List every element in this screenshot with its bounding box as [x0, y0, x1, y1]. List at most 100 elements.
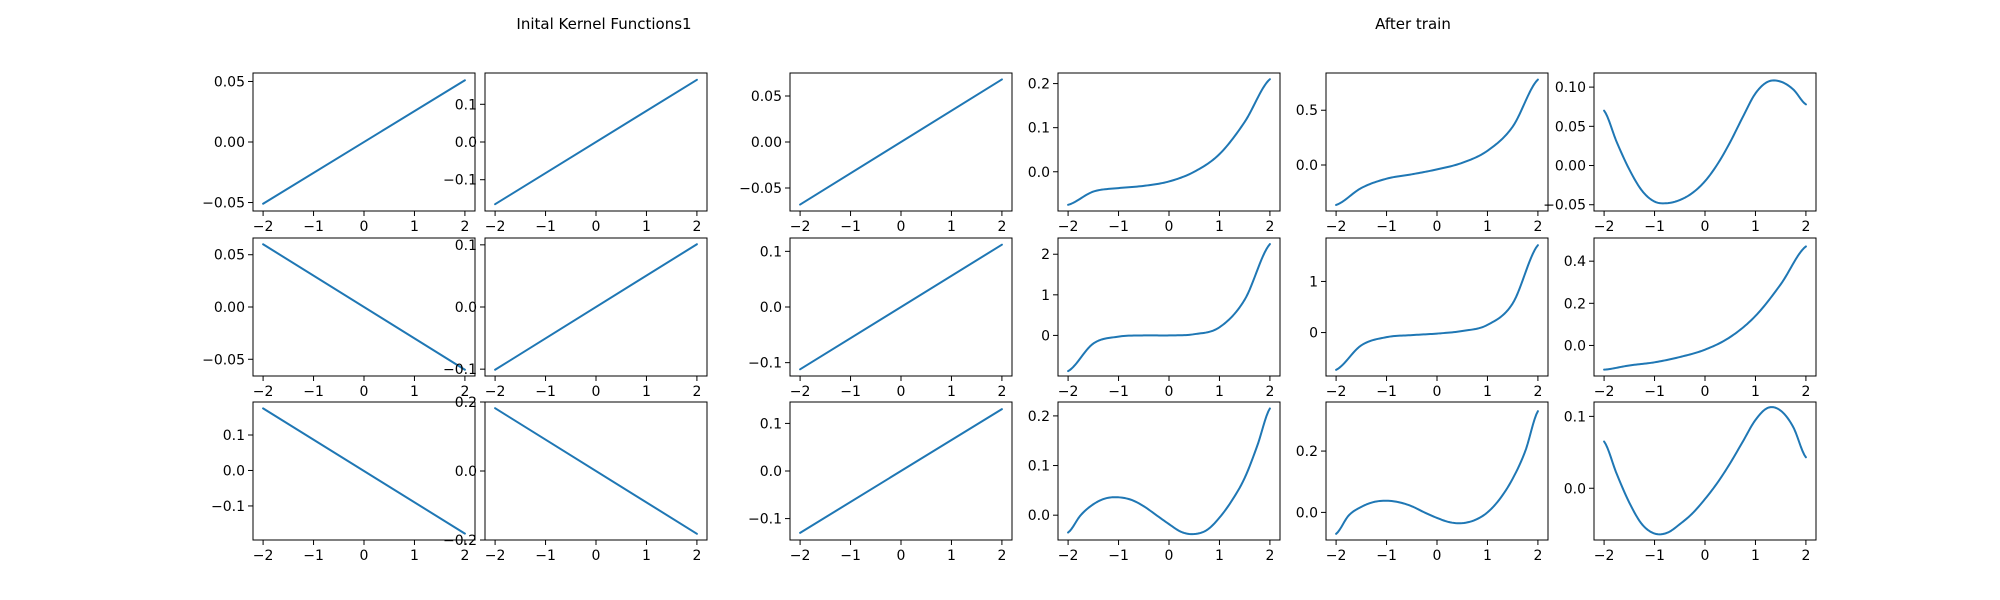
x-tick-label: −1	[303, 548, 324, 564]
subplot-r2-c4: −2 −1 0 1 2 0.0 0.2	[1296, 401, 1549, 564]
x-tick-label: 2	[1533, 219, 1542, 235]
x-tick-label: 0	[360, 384, 369, 400]
x-tick-label: 1	[1215, 384, 1224, 400]
y-tick-label: 0.1	[760, 416, 782, 432]
y-tick-label: 0.2	[1028, 77, 1050, 93]
y-tick-label: −0.1	[211, 499, 245, 515]
x-tick-label: 0	[592, 384, 601, 400]
x-tick-label: −1	[1108, 219, 1129, 235]
x-tick-label: −1	[1108, 384, 1129, 400]
series-line	[799, 243, 1003, 371]
y-tick-label: 0.10	[1555, 80, 1586, 96]
y-tick-label: −0.1	[748, 512, 782, 528]
x-tick-label: 0	[360, 548, 369, 564]
after-train-title: After train	[1375, 15, 1451, 33]
y-tick-label: −0.1	[748, 356, 782, 372]
y-tick-label: −0.1	[443, 173, 477, 189]
x-tick-label: −1	[535, 219, 556, 235]
y-tick-label: 0	[1309, 326, 1318, 342]
x-tick-label: 2	[692, 384, 701, 400]
x-tick-label: 1	[1483, 219, 1492, 235]
y-tick-label: 0.0	[1028, 508, 1050, 524]
x-tick-label: 1	[1751, 548, 1760, 564]
subplot-r1-c5: −2 −1 0 1 2 0.0 0.2 0.4	[1564, 237, 1817, 400]
y-tick-label: 0.0	[455, 300, 477, 316]
series-line	[494, 78, 698, 206]
x-tick-label: 2	[460, 548, 469, 564]
y-tick-label: 0.2	[455, 395, 477, 411]
x-tick-label: 0	[1433, 384, 1442, 400]
x-tick-label: 0	[360, 219, 369, 235]
x-tick-label: 1	[1751, 219, 1760, 235]
x-tick-label: 1	[410, 384, 419, 400]
y-tick-label: 0.1	[760, 244, 782, 260]
subplot-r2-c0: −2 −1 0 1 2 −0.1 0.0 0.1	[211, 401, 476, 564]
y-tick-label: 0.0	[455, 135, 477, 151]
x-tick-label: 0	[1433, 219, 1442, 235]
x-tick-label: −2	[1594, 384, 1615, 400]
axes-frame	[1593, 72, 1817, 212]
x-tick-label: 1	[1215, 219, 1224, 235]
x-tick-label: 1	[410, 548, 419, 564]
x-tick-label: −1	[535, 548, 556, 564]
x-tick-label: −1	[535, 384, 556, 400]
x-tick-label: −1	[303, 384, 324, 400]
y-tick-label: −0.05	[202, 196, 245, 212]
x-tick-label: 2	[1533, 384, 1542, 400]
y-tick-label: 0.00	[214, 300, 245, 316]
x-tick-label: −2	[1326, 548, 1347, 564]
x-tick-label: 0	[1701, 548, 1710, 564]
y-tick-label: 0.0	[760, 464, 782, 480]
x-tick-label: 0	[897, 219, 906, 235]
series-line	[1603, 406, 1807, 536]
x-tick-label: −2	[790, 548, 811, 564]
y-tick-label: −0.05	[1543, 198, 1586, 214]
y-tick-label: 0.1	[455, 97, 477, 113]
subplot-r0-c3: −2 −1 0 1 2 0.0 0.1 0.2	[1028, 72, 1281, 235]
x-tick-label: −2	[485, 219, 506, 235]
y-tick-label: 0.5	[1296, 103, 1318, 119]
series-line	[799, 78, 1003, 206]
x-tick-label: −2	[253, 219, 274, 235]
x-tick-label: −1	[1644, 384, 1665, 400]
y-tick-label: 0.0	[1028, 165, 1050, 181]
series-line	[1067, 407, 1271, 536]
y-tick-label: 0.00	[1555, 159, 1586, 175]
y-tick-label: 1	[1309, 274, 1318, 290]
subplot-r0-c1: −2 −1 0 1 2 −0.1 0.0 0.1	[443, 72, 708, 235]
x-tick-label: 2	[997, 548, 1006, 564]
y-tick-label: 0.2	[1296, 444, 1318, 460]
x-tick-label: 2	[1533, 548, 1542, 564]
x-tick-label: 1	[1483, 384, 1492, 400]
subplot-r1-c0: −2 −1 0 1 2 −0.05 0.00 0.05	[202, 237, 476, 400]
x-tick-label: 0	[1701, 219, 1710, 235]
y-tick-label: 0.2	[1564, 296, 1586, 312]
x-tick-label: −1	[1376, 384, 1397, 400]
x-tick-label: 2	[460, 219, 469, 235]
x-tick-label: −1	[1644, 219, 1665, 235]
x-tick-label: 0	[1165, 548, 1174, 564]
y-tick-label: 0.05	[1555, 119, 1586, 135]
x-tick-label: 1	[1751, 384, 1760, 400]
series-line	[494, 407, 698, 535]
x-tick-label: 1	[642, 219, 651, 235]
y-tick-label: −0.2	[443, 533, 477, 549]
x-tick-label: 2	[1265, 548, 1274, 564]
y-tick-label: 0.4	[1564, 254, 1586, 270]
x-tick-label: 1	[410, 219, 419, 235]
x-tick-label: 2	[1265, 384, 1274, 400]
series-line	[494, 243, 698, 371]
series-line	[1335, 410, 1539, 535]
x-tick-label: −1	[840, 219, 861, 235]
x-tick-label: 2	[692, 219, 701, 235]
x-tick-label: 0	[592, 548, 601, 564]
axes-frame	[1593, 401, 1817, 541]
y-tick-label: 0.00	[751, 135, 782, 151]
subplot-r2-c2: −2 −1 0 1 2 −0.1 0.0 0.1	[748, 401, 1013, 564]
series-line	[1335, 244, 1539, 371]
y-tick-label: 0.0	[455, 464, 477, 480]
x-tick-label: −2	[485, 548, 506, 564]
subplot-r0-c5: −2 −1 0 1 2 −0.05 0.00 0.05 0.10	[1543, 72, 1817, 235]
subplot-r2-c1: −2 −1 0 1 2−0.20.00.2	[443, 395, 708, 564]
